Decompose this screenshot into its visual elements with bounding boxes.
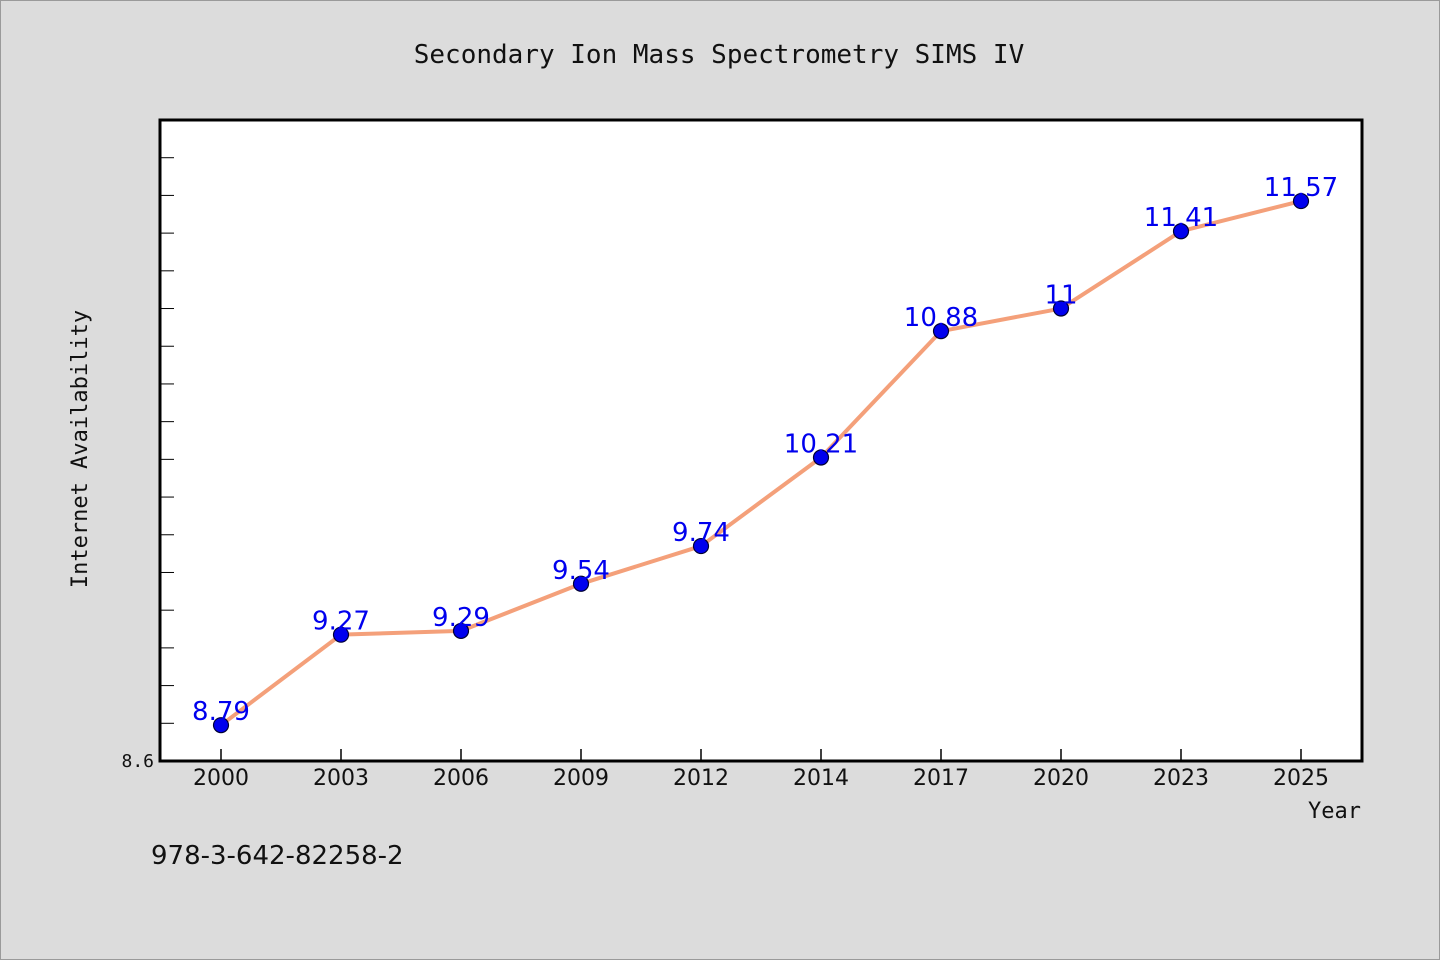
data-label: 9.54 xyxy=(552,556,610,586)
data-point xyxy=(1172,223,1190,240)
data-labels: 8.79 9.27 9.29 9.54 9.74 10.21 10.88 11 11.41 11.… xyxy=(192,173,1338,727)
y-tick-label: 8.6 xyxy=(121,751,154,772)
x-tick-label: 2003 xyxy=(313,766,369,791)
data-label: 11 xyxy=(1044,281,1077,311)
x-tick-label: 2006 xyxy=(433,766,489,791)
data-label: 11.57 xyxy=(1264,173,1338,203)
x-tick-label: 2009 xyxy=(553,766,609,791)
data-point xyxy=(572,575,590,592)
data-point xyxy=(332,626,350,643)
data-label: 11.41 xyxy=(1144,203,1218,233)
x-tick-label: 2014 xyxy=(793,766,849,791)
data-point xyxy=(452,622,470,640)
data-label: 9.27 xyxy=(312,607,370,637)
x-tick-label: 2023 xyxy=(1153,766,1209,791)
data-label: 10.88 xyxy=(904,303,978,333)
data-point xyxy=(932,323,950,340)
x-axis-ticks: 2000 2003 2006 2009 2012 2014 2017 2020 2023 2025 xyxy=(193,749,1329,791)
plot-area xyxy=(158,118,1364,763)
x-tick-label: 2000 xyxy=(193,766,249,791)
isbn-caption: 978-3-642-82258-2 xyxy=(151,841,404,871)
data-point xyxy=(1292,192,1310,210)
data-label: 8.79 xyxy=(192,697,250,727)
x-tick-label: 2020 xyxy=(1033,766,1089,791)
series-line-group xyxy=(219,199,1303,728)
data-label: 9.29 xyxy=(432,603,490,633)
data-point xyxy=(1052,300,1070,317)
y-axis-label: Internet Availability xyxy=(68,310,93,588)
x-axis-label: Year xyxy=(1308,799,1361,824)
chart-title: Secondary Ion Mass Spectrometry SIMS IV xyxy=(414,40,1024,70)
data-point xyxy=(812,449,830,466)
x-tick-label: 2017 xyxy=(913,766,969,791)
series-line xyxy=(219,199,1303,728)
data-point xyxy=(692,537,710,555)
x-tick-label: 2012 xyxy=(673,766,729,791)
data-label: 10.21 xyxy=(784,429,858,459)
y-axis-ticks: 8.6 xyxy=(121,157,174,772)
data-points xyxy=(212,192,1310,734)
data-label: 9.74 xyxy=(672,518,730,548)
data-point xyxy=(212,717,230,734)
x-tick-label: 2025 xyxy=(1273,766,1329,791)
